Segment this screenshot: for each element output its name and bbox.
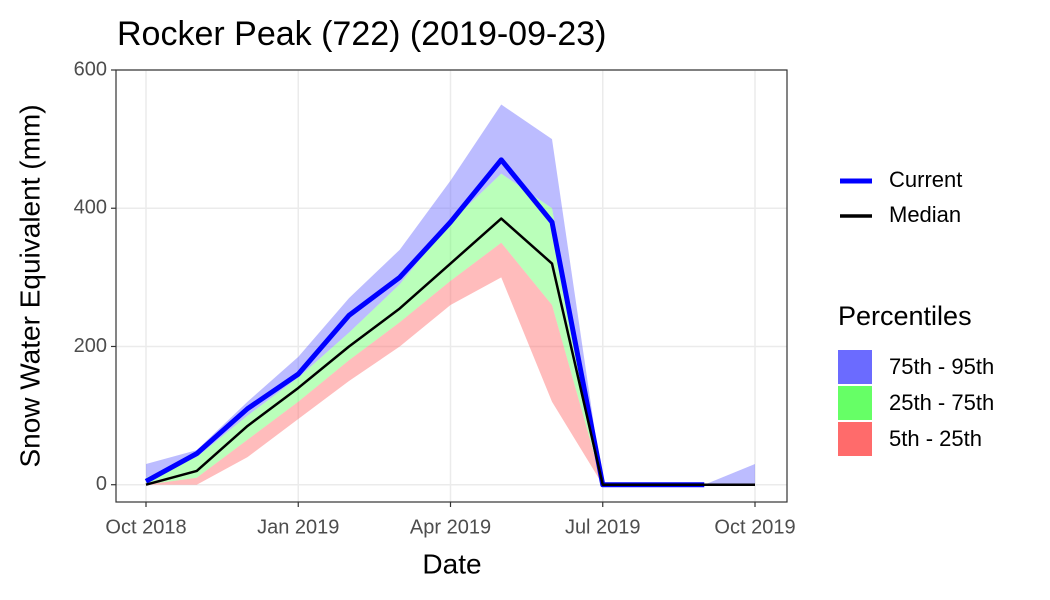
x-tick-label: Apr 2019 [410,516,491,538]
y-axis-title: Snow Water Equivalent (mm) [14,104,45,467]
y-tick-label: 600 [74,58,107,80]
y-tick-label: 400 [74,197,107,219]
x-axis-title: Date [422,548,481,579]
plot-background [116,70,787,502]
legend-key [838,350,872,384]
legend-key [838,386,872,420]
legend-label: 75th - 95th [889,354,994,379]
x-tick-label: Jan 2019 [257,516,339,538]
y-tick-label: 0 [96,473,107,495]
legend-label: Current [889,167,962,192]
chart-title: Rocker Peak (722) (2019-09-23) [117,15,606,53]
legend-key [838,422,872,456]
legend-title: Percentiles [838,301,972,331]
x-tick-label: Oct 2019 [714,516,795,538]
plot-border [115,69,788,503]
percentile-band [146,173,755,485]
x-tick-label: Oct 2018 [105,516,186,538]
y-tick-label: 200 [74,335,107,357]
legend-label: Median [889,202,961,227]
x-tick-label: Jul 2019 [565,516,641,538]
legend-label: 25th - 75th [889,390,994,415]
legend-label: 5th - 25th [889,426,982,451]
series-line [145,217,755,486]
percentile-band [146,242,755,485]
